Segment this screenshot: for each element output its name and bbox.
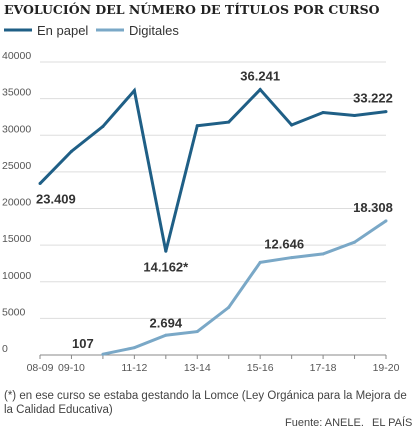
data-label-digitales-10-11: 107 — [72, 336, 94, 351]
point-en-papel-15-16 — [258, 88, 262, 92]
legend-label-en-papel: En papel — [37, 23, 88, 38]
gridlines — [40, 61, 386, 356]
x-axis-ticks: 08-09 09-10 11-12 13-14 15-16 17-18 19-20 — [27, 355, 400, 374]
x-tick-label-11-12: 11-12 — [121, 362, 147, 374]
point-digitales-17-18 — [321, 252, 325, 256]
source-text: Fuente: ANELE. — [285, 417, 364, 428]
point-en-papel-14-15 — [227, 120, 231, 124]
data-label-en-papel-15-16: 36.241 — [240, 69, 280, 84]
point-en-papel-12-13 — [164, 249, 168, 253]
x-tick-label-17-18: 17-18 — [310, 362, 337, 374]
point-digitales-12-13 — [164, 333, 168, 337]
legend: En papel Digitales — [4, 23, 179, 38]
point-en-papel-16-17 — [290, 123, 294, 127]
y-tick-label-35000: 35000 — [2, 87, 31, 99]
data-label-en-papel-19-20: 33.222 — [353, 91, 393, 106]
y-tick-label-30000: 30000 — [2, 123, 31, 135]
x-tick-label-15-16: 15-16 — [247, 362, 274, 374]
legend-label-digitales: Digitales — [129, 23, 179, 38]
data-label-en-papel-08-09: 23.409 — [36, 192, 76, 207]
x-tick-label-19-20: 19-20 — [373, 362, 400, 374]
footnote-line-2: la Calidad Educativa) — [4, 404, 113, 416]
point-en-papel-19-20 — [384, 110, 388, 114]
y-tick-label-15000: 15000 — [2, 233, 31, 245]
chart-title: EVOLUCIÓN DEL NÚMERO DE TÍTULOS POR CURS… — [4, 1, 380, 17]
data-label-digitales-15-16: 12.646 — [264, 236, 304, 251]
point-en-papel-13-14 — [195, 124, 199, 128]
point-digitales-13-14 — [195, 330, 199, 334]
point-digitales-15-16 — [258, 260, 262, 264]
y-axis-ticks: 0 5000 10000 15000 20000 25000 30000 35000 40000 — [2, 50, 31, 355]
point-digitales-16-17 — [290, 256, 294, 260]
series-line-digitales — [102, 219, 387, 356]
point-en-papel-10-11 — [101, 124, 105, 128]
point-en-papel-09-10 — [69, 149, 73, 153]
x-tick-label-09-10: 09-10 — [58, 362, 85, 374]
x-tick-label-13-14: 13-14 — [184, 362, 211, 374]
point-en-papel-08-09 — [38, 182, 42, 186]
point-en-papel-17-18 — [321, 111, 325, 115]
x-tick-label-08-09: 08-09 — [27, 362, 54, 374]
data-label-en-papel-12-13: 14.162* — [143, 259, 189, 274]
data-labels: 23.409 14.162* 36.241 33.222 107 2.694 12.646 1… — [36, 69, 393, 352]
series-line-en-papel — [38, 87, 387, 252]
point-digitales-19-20 — [384, 219, 388, 223]
y-tick-label-5000: 5000 — [2, 306, 26, 318]
point-digitales-11-12 — [132, 346, 136, 350]
point-en-papel-11-12 — [132, 89, 136, 93]
point-digitales-10-11 — [101, 352, 105, 356]
point-en-papel-18-19 — [353, 113, 357, 117]
series-lines — [38, 87, 388, 356]
data-label-digitales-12-13: 2.694 — [150, 315, 183, 330]
y-tick-label-20000: 20000 — [2, 197, 31, 209]
y-tick-label-25000: 25000 — [2, 160, 31, 172]
footnote-line-1: (*) en ese curso se estaba gestando la L… — [4, 390, 407, 402]
point-digitales-14-15 — [227, 305, 231, 309]
y-tick-label-10000: 10000 — [2, 270, 31, 282]
y-tick-label-0: 0 — [2, 343, 8, 355]
data-label-digitales-19-20: 18.308 — [353, 200, 393, 215]
point-digitales-18-19 — [353, 240, 357, 244]
publisher-text: EL PAÍS — [372, 416, 412, 428]
y-tick-label-40000: 40000 — [2, 50, 31, 62]
